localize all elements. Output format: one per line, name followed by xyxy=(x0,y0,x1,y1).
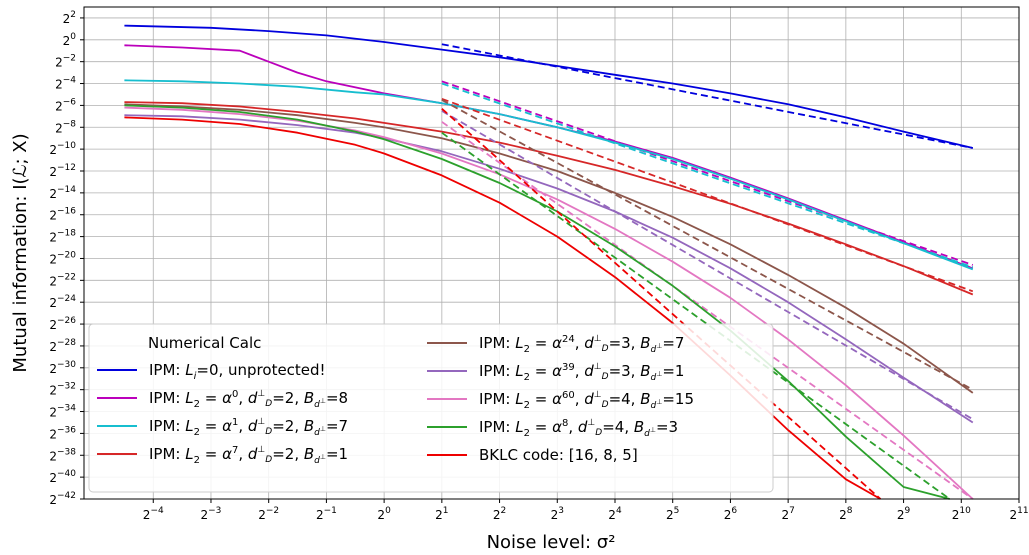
series-7-asymptote xyxy=(441,131,951,500)
series-8-asymptote xyxy=(441,108,882,500)
y-tick-label: 2−30 xyxy=(49,360,76,376)
x-tick-label: 2−4 xyxy=(143,506,164,522)
y-tick-label: 2−20 xyxy=(49,250,76,266)
series-0-line xyxy=(124,24,974,149)
y-tick-label: 2−18 xyxy=(49,229,76,245)
x-axis-label: Noise level: σ² xyxy=(487,532,616,553)
legend-entry: IPM: L2 = α24, d⊥D=3, Bd⊥=7 xyxy=(479,334,684,355)
plot-frame xyxy=(83,6,1020,500)
y-tick-label: 2−2 xyxy=(55,54,76,70)
y-tick-label: 2−24 xyxy=(49,294,76,310)
y-tick-label: 20 xyxy=(63,32,77,48)
x-tick-label: 22 xyxy=(493,506,506,522)
series-6-asymptote xyxy=(441,121,974,500)
series-4-line xyxy=(124,103,974,394)
y-tick-label: 2−28 xyxy=(49,338,76,354)
series-5-asymptote xyxy=(441,110,974,420)
legend-box xyxy=(88,323,774,493)
y-tick-label: 2−10 xyxy=(49,141,76,157)
legend-entry: BKLC code: [16, 8, 5] xyxy=(479,446,638,464)
series-3 xyxy=(124,97,974,296)
x-tick-label: 2−1 xyxy=(316,506,337,522)
series-2-line xyxy=(124,79,974,271)
series-5-line xyxy=(124,114,974,424)
series-2 xyxy=(124,79,974,271)
legend-entry: IPM: Li=0, unprotected! xyxy=(149,361,326,382)
y-tick-label: 2−34 xyxy=(49,404,76,420)
y-tick-label: 22 xyxy=(63,10,76,26)
legend-entry: IPM: L2 = α8, d⊥D=4, Bd⊥=3 xyxy=(479,418,678,439)
series-4-asymptote xyxy=(441,99,974,391)
y-tick-label: 2−12 xyxy=(49,163,76,179)
series-3-asymptote xyxy=(441,97,974,293)
y-tick-label: 2−36 xyxy=(49,425,76,441)
x-tick-label: 27 xyxy=(781,506,794,522)
x-tick-label: 21 xyxy=(435,506,448,522)
series-3-line xyxy=(124,101,974,296)
legend-entry: IPM: L2 = α39, d⊥D=3, Bd⊥=1 xyxy=(479,362,684,383)
x-tick-label: 28 xyxy=(839,506,853,522)
y-tick-label: 2−32 xyxy=(49,382,76,398)
y-tick-label: 2−16 xyxy=(49,207,76,223)
x-tick-label: 2−2 xyxy=(258,506,279,522)
legend-entry: IPM: L2 = α7, d⊥D=2, Bd⊥=1 xyxy=(149,445,348,466)
series-0 xyxy=(124,24,974,149)
legend: Numerical Calc IPM: Li=0, unprotected! IP… xyxy=(88,323,774,493)
y-tick-label: 2−26 xyxy=(49,316,76,332)
legend-entry: IPM: L2 = α60, d⊥D=4, Bd⊥=15 xyxy=(479,390,694,411)
x-tick-label: 210 xyxy=(952,506,971,522)
series-5 xyxy=(124,110,974,424)
y-axis-label: Mutual information: I(ℒ; X) xyxy=(10,133,31,372)
series-4 xyxy=(124,99,974,394)
x-tick-label: 211 xyxy=(1009,506,1028,522)
x-tick-label: 29 xyxy=(897,506,911,522)
legend-entry: IPM: L2 = α0, d⊥D=2, Bd⊥=8 xyxy=(149,389,348,410)
x-tick-label: 25 xyxy=(666,506,679,522)
y-tick-label: 2−4 xyxy=(55,76,76,92)
y-tick-label: 2−40 xyxy=(49,469,76,485)
x-tick-label: 26 xyxy=(724,506,738,522)
legend-title: Numerical Calc xyxy=(148,334,261,352)
y-tick-label: 2−38 xyxy=(49,447,76,463)
x-tick-label: 23 xyxy=(551,506,564,522)
series-7-line xyxy=(124,104,950,500)
y-tick-label: 2−14 xyxy=(49,185,76,201)
x-tick-label: 2−3 xyxy=(201,506,222,522)
x-tick-label: 20 xyxy=(377,506,391,522)
y-tick-label: 2−42 xyxy=(49,491,76,507)
series-lines xyxy=(124,24,974,500)
y-tick-label: 2−8 xyxy=(55,119,76,135)
legend-entry: IPM: L2 = α1, d⊥D=2, Bd⊥=7 xyxy=(149,417,348,438)
series-7 xyxy=(124,104,951,500)
x-tick-label: 24 xyxy=(608,506,622,522)
y-tick-label: 2−6 xyxy=(55,97,76,113)
y-tick-label: 2−22 xyxy=(49,272,76,288)
